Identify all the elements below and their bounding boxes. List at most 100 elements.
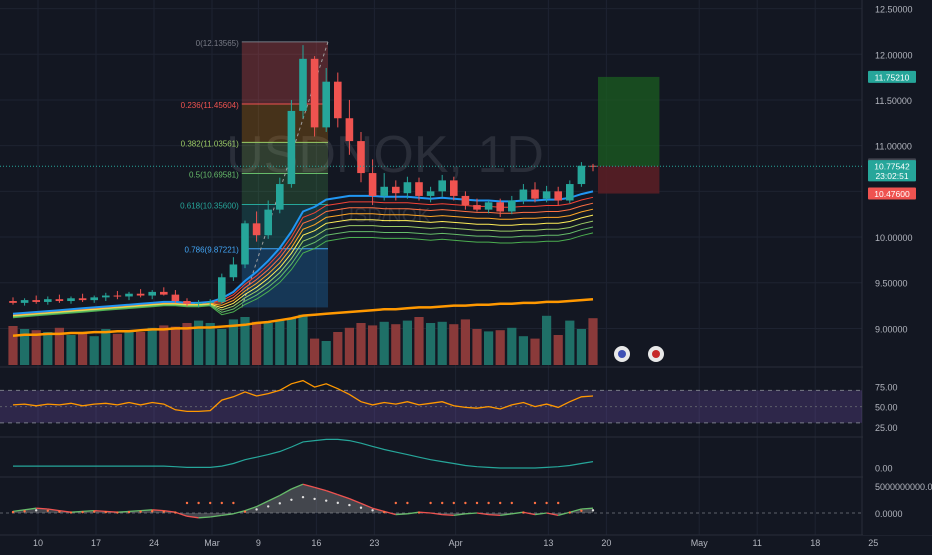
fib-zone: [241, 173, 328, 205]
price-axis[interactable]: 12.5000012.0000011.5000011.0000010.50000…: [863, 0, 932, 535]
fibonacci-retracement[interactable]: 0(12.13565) 0.236(11.45604) 0.382(11.03561…: [180, 39, 329, 308]
candle[interactable]: [554, 191, 562, 201]
macd-line: [13, 438, 594, 469]
volume-bar: [484, 331, 494, 365]
candle[interactable]: [531, 189, 539, 199]
candle[interactable]: [276, 184, 284, 210]
candle[interactable]: [183, 301, 191, 304]
candle[interactable]: [519, 189, 528, 201]
volume-bar: [356, 323, 366, 365]
candle[interactable]: [334, 81, 342, 119]
candle[interactable]: [194, 302, 203, 304]
candle[interactable]: [160, 291, 168, 295]
volume-bar: [298, 314, 308, 365]
symbol-watermark: USDNOK, 1D USD/NOK: [226, 126, 544, 227]
candle[interactable]: [136, 293, 145, 296]
candle[interactable]: [9, 301, 17, 303]
price-label-box[interactable]: [868, 187, 916, 200]
event-flag-icon[interactable]: [648, 346, 664, 362]
sar-dot: [313, 497, 316, 501]
earnings-events[interactable]: [614, 346, 664, 362]
candle[interactable]: [368, 173, 377, 196]
candle[interactable]: [484, 202, 493, 210]
volume-bar: [31, 330, 41, 365]
candle[interactable]: [473, 205, 481, 210]
volume-bar: [43, 332, 53, 365]
sar-dot: [267, 505, 270, 508]
candle[interactable]: [589, 165, 597, 167]
candle[interactable]: [403, 182, 412, 194]
candle[interactable]: [542, 191, 551, 199]
price-label-box[interactable]: [868, 169, 916, 182]
candle[interactable]: [206, 301, 214, 303]
candle[interactable]: [357, 141, 365, 174]
candle[interactable]: [32, 300, 40, 302]
oscillator-segment: [117, 510, 130, 513]
candle[interactable]: [426, 191, 435, 196]
candle[interactable]: [577, 165, 586, 185]
candle[interactable]: [264, 209, 272, 236]
candle[interactable]: [322, 81, 330, 128]
candle[interactable]: [125, 293, 133, 297]
candle[interactable]: [392, 186, 400, 194]
candle[interactable]: [438, 180, 446, 192]
candle[interactable]: [380, 186, 388, 196]
oscillator-segment: [152, 509, 164, 512]
candle[interactable]: [218, 277, 226, 302]
oscillator-segment: [302, 483, 315, 489]
volume-bar: [136, 332, 146, 365]
sar-dot: [46, 509, 49, 512]
candle[interactable]: [566, 184, 574, 201]
sar-dot: [591, 509, 595, 512]
sar-dot: [162, 510, 165, 513]
candle[interactable]: [496, 202, 504, 212]
price-label-box[interactable]: [868, 70, 916, 83]
candle[interactable]: [345, 118, 354, 142]
candle[interactable]: [90, 297, 98, 301]
fib-zone: [241, 142, 328, 174]
price-tick-label: 12.00000: [875, 50, 913, 60]
candle[interactable]: [252, 223, 261, 236]
candle[interactable]: [113, 295, 122, 297]
sar-dot: [533, 501, 537, 505]
candle[interactable]: [229, 264, 238, 278]
candle[interactable]: [415, 182, 423, 196]
candles[interactable]: [9, 45, 597, 308]
oscillator-segment: [325, 489, 339, 496]
sar-dot: [359, 506, 363, 509]
price-label-box[interactable]: [868, 160, 916, 173]
time-tick-label: May: [691, 538, 709, 548]
volume-bar: [553, 335, 563, 365]
long-position-tool[interactable]: [0, 76, 862, 194]
stop-loss-zone[interactable]: [598, 166, 660, 194]
price-label-text: 10.47600: [874, 189, 910, 199]
fib-trend-line[interactable]: [241, 41, 329, 308]
candle[interactable]: [20, 300, 29, 303]
volume-bar: [437, 321, 447, 365]
take-profit-zone[interactable]: [598, 76, 660, 167]
candle[interactable]: [171, 294, 180, 302]
time-axis[interactable]: 10 17 24 Mar 9 16 23 Apr 13 20 May 11 18 25: [33, 538, 878, 548]
candle[interactable]: [55, 299, 64, 302]
oscillator-segment: [523, 511, 536, 516]
candle[interactable]: [287, 110, 296, 185]
candle[interactable]: [148, 291, 156, 296]
candle[interactable]: [508, 200, 516, 212]
candle[interactable]: [102, 295, 110, 298]
candle[interactable]: [461, 195, 470, 206]
candle[interactable]: [241, 223, 249, 265]
time-tick-label: 17: [91, 538, 101, 548]
volume-bar: [426, 323, 436, 365]
candle[interactable]: [450, 180, 458, 196]
oscillator-segment: [279, 488, 292, 496]
candle[interactable]: [310, 58, 319, 128]
sar-dot: [23, 510, 26, 513]
volume-bar: [333, 332, 343, 365]
event-flag-icon[interactable]: [614, 346, 630, 362]
candle[interactable]: [299, 58, 307, 111]
candle[interactable]: [78, 298, 87, 301]
candle[interactable]: [44, 299, 52, 302]
candle[interactable]: [67, 298, 75, 302]
